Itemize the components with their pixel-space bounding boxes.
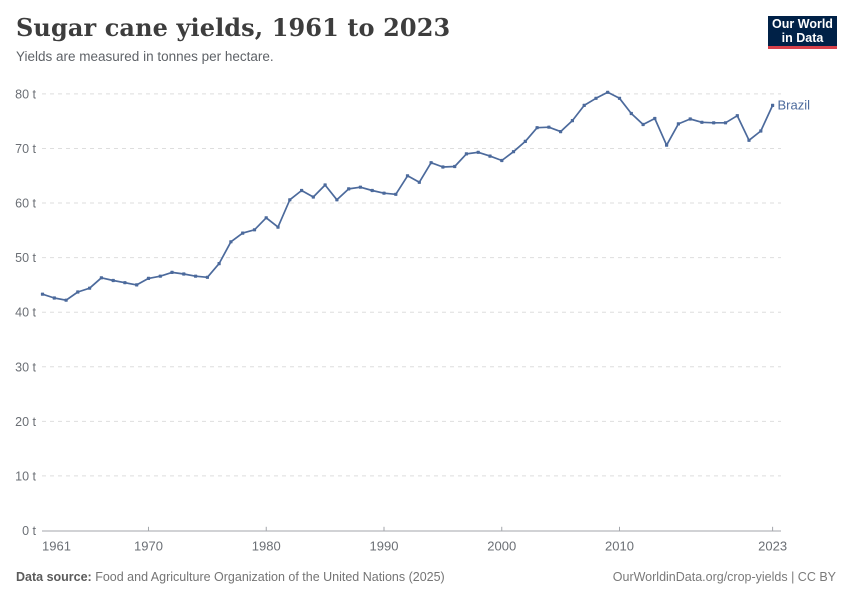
data-point[interactable] bbox=[252, 228, 257, 232]
data-point[interactable] bbox=[76, 290, 80, 294]
y-axis-tick-label: 30 t bbox=[15, 360, 36, 374]
data-source: Data source: Food and Agriculture Organi… bbox=[16, 570, 445, 584]
data-point[interactable] bbox=[135, 283, 139, 287]
series-end-label[interactable]: Brazil bbox=[778, 97, 811, 112]
y-axis-tick-label: 10 t bbox=[15, 469, 36, 483]
x-axis-tick-label: 1990 bbox=[370, 539, 399, 554]
credit-link[interactable]: OurWorldinData.org/crop-yields | CC BY bbox=[612, 570, 836, 584]
x-axis-tick-label: 1980 bbox=[252, 539, 281, 554]
chart-header: Sugar cane yields, 1961 to 2023 Yields a… bbox=[16, 14, 450, 64]
data-point[interactable] bbox=[229, 240, 233, 244]
data-point[interactable] bbox=[311, 195, 315, 199]
x-axis-tick-label: 2000 bbox=[487, 539, 516, 554]
data-point[interactable] bbox=[547, 125, 551, 129]
data-point[interactable] bbox=[700, 120, 704, 124]
data-point[interactable] bbox=[606, 90, 610, 94]
owid-logo[interactable]: Our World in Data bbox=[768, 16, 837, 49]
data-point[interactable] bbox=[241, 231, 245, 235]
data-point[interactable] bbox=[370, 188, 374, 193]
data-source-text: Food and Agriculture Organization of the… bbox=[91, 570, 445, 584]
y-axis-tick-label: 20 t bbox=[15, 415, 36, 429]
data-point[interactable] bbox=[747, 138, 751, 142]
data-point[interactable] bbox=[382, 191, 386, 195]
data-point[interactable] bbox=[323, 183, 327, 187]
data-source-label: Data source: bbox=[16, 570, 92, 584]
data-point[interactable] bbox=[300, 188, 304, 193]
y-axis-tick-label: 80 t bbox=[15, 87, 36, 101]
data-point[interactable] bbox=[535, 126, 539, 130]
data-point[interactable] bbox=[146, 276, 151, 280]
x-axis-tick-label: 1961 bbox=[42, 539, 71, 554]
data-point[interactable] bbox=[99, 276, 103, 280]
chart-subtitle: Yields are measured in tonnes per hectar… bbox=[16, 48, 274, 64]
data-point[interactable] bbox=[52, 296, 56, 300]
data-point[interactable] bbox=[688, 117, 692, 121]
x-axis-tick-label: 2023 bbox=[758, 539, 787, 554]
data-point[interactable] bbox=[205, 275, 209, 279]
data-point[interactable] bbox=[570, 119, 574, 123]
data-point[interactable] bbox=[347, 187, 351, 191]
data-point[interactable] bbox=[441, 165, 445, 169]
data-point[interactable] bbox=[111, 278, 115, 283]
owid-logo-line1: Our World bbox=[772, 17, 833, 31]
data-point[interactable] bbox=[476, 150, 480, 154]
data-point[interactable] bbox=[582, 103, 586, 107]
data-point[interactable] bbox=[511, 150, 516, 154]
data-point[interactable] bbox=[723, 121, 728, 125]
data-point[interactable] bbox=[453, 164, 457, 169]
data-point[interactable] bbox=[217, 262, 221, 266]
data-point[interactable] bbox=[665, 143, 669, 147]
data-point[interactable] bbox=[653, 116, 657, 121]
data-point[interactable] bbox=[759, 129, 763, 133]
data-point[interactable] bbox=[712, 121, 716, 125]
data-point[interactable] bbox=[170, 270, 174, 274]
y-axis-tick-label: 60 t bbox=[15, 197, 36, 211]
data-point[interactable] bbox=[288, 198, 292, 202]
x-axis-tick-label: 2010 bbox=[605, 539, 634, 554]
chart-footer: Data source: Food and Agriculture Organi… bbox=[16, 570, 836, 584]
data-point[interactable] bbox=[405, 174, 410, 178]
data-point[interactable] bbox=[123, 281, 127, 285]
data-point[interactable] bbox=[158, 274, 162, 278]
y-axis-tick-label: 50 t bbox=[15, 251, 36, 265]
data-point[interactable] bbox=[500, 158, 504, 163]
data-point[interactable] bbox=[358, 185, 362, 189]
data-point[interactable] bbox=[617, 96, 622, 100]
y-axis-tick-label: 70 t bbox=[15, 142, 36, 156]
data-point[interactable] bbox=[676, 122, 680, 126]
y-axis-tick-label: 0 t bbox=[22, 524, 36, 538]
page-title: Sugar cane yields, 1961 to 2023 bbox=[16, 13, 451, 42]
x-axis-tick-label: 1970 bbox=[134, 539, 163, 554]
data-point[interactable] bbox=[194, 274, 198, 278]
data-point[interactable] bbox=[594, 96, 598, 100]
data-point[interactable] bbox=[276, 225, 280, 229]
y-axis-tick-label: 40 t bbox=[15, 306, 36, 320]
data-point[interactable] bbox=[417, 180, 421, 184]
data-point[interactable] bbox=[429, 161, 433, 165]
data-point[interactable] bbox=[464, 152, 468, 156]
data-point[interactable] bbox=[264, 216, 268, 220]
data-point[interactable] bbox=[559, 130, 563, 134]
data-point[interactable] bbox=[735, 114, 739, 118]
data-point[interactable] bbox=[629, 111, 633, 116]
data-point[interactable] bbox=[394, 192, 398, 196]
data-point[interactable] bbox=[88, 286, 92, 290]
data-point[interactable] bbox=[64, 298, 68, 302]
data-point[interactable] bbox=[182, 272, 186, 276]
data-point[interactable] bbox=[771, 103, 775, 107]
data-point[interactable] bbox=[488, 154, 492, 158]
data-point[interactable] bbox=[641, 122, 645, 127]
series-line-brazil[interactable] bbox=[41, 91, 774, 302]
owid-logo-line2: in Data bbox=[781, 31, 824, 45]
data-point[interactable] bbox=[335, 198, 339, 202]
data-point[interactable] bbox=[40, 292, 45, 296]
data-point[interactable] bbox=[523, 139, 527, 143]
